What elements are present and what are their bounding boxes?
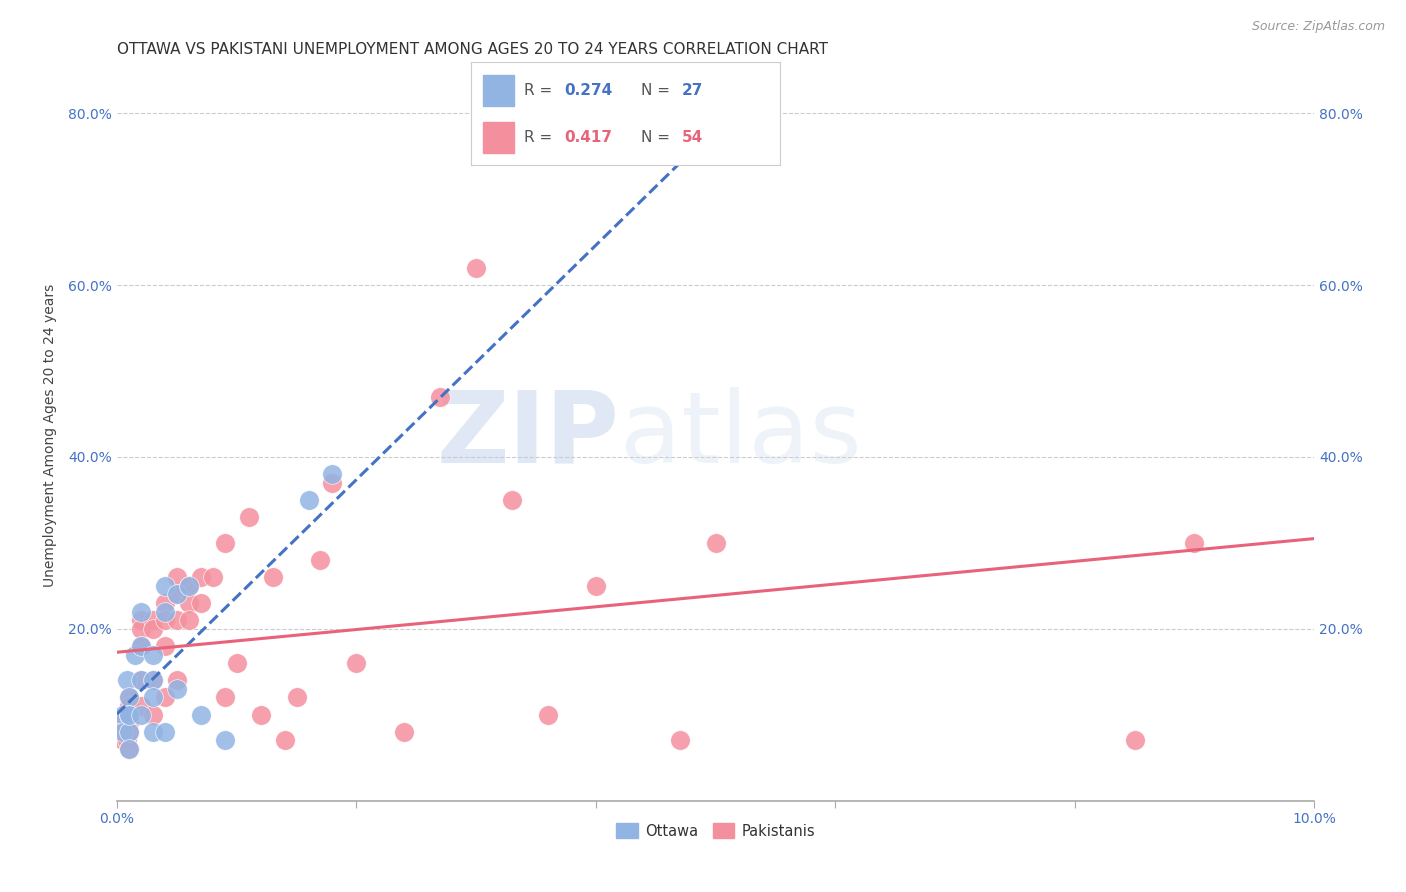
Point [142, 724, 165, 739]
Point [118, 707, 141, 722]
Text: atlas: atlas [620, 387, 862, 484]
Point [166, 587, 188, 601]
Point [166, 570, 188, 584]
Text: N =: N = [641, 83, 675, 97]
Text: Source: ZipAtlas.com: Source: ZipAtlas.com [1251, 20, 1385, 33]
Point [129, 699, 152, 714]
Text: 0.417: 0.417 [564, 130, 612, 145]
Text: ZIP: ZIP [437, 387, 620, 484]
Point [166, 681, 188, 696]
Point [177, 579, 200, 593]
Point [111, 707, 134, 722]
FancyBboxPatch shape [484, 122, 515, 153]
Point [110, 724, 132, 739]
Point [129, 622, 152, 636]
Point [177, 596, 200, 610]
Point [118, 716, 141, 731]
Point [262, 570, 284, 584]
Point [1184, 536, 1206, 550]
Point [118, 742, 141, 756]
FancyBboxPatch shape [484, 75, 515, 105]
Point [129, 673, 152, 688]
Point [153, 579, 176, 593]
Point [111, 716, 134, 731]
Point [190, 707, 212, 722]
Point [585, 579, 607, 593]
Point [118, 690, 141, 705]
Point [129, 605, 152, 619]
Point [129, 639, 152, 653]
Point [115, 733, 138, 747]
Point [153, 690, 176, 705]
Point [142, 648, 165, 662]
Point [190, 596, 212, 610]
Point [142, 613, 165, 627]
Point [129, 613, 152, 627]
Legend: Ottawa, Pakistanis: Ottawa, Pakistanis [610, 817, 821, 845]
Point [214, 536, 236, 550]
Point [190, 570, 212, 584]
Point [285, 690, 308, 705]
Point [177, 579, 200, 593]
Point [118, 742, 141, 756]
Point [129, 707, 152, 722]
Point [166, 587, 188, 601]
Point [344, 656, 367, 670]
Point [153, 613, 176, 627]
Text: OTTAWA VS PAKISTANI UNEMPLOYMENT AMONG AGES 20 TO 24 YEARS CORRELATION CHART: OTTAWA VS PAKISTANI UNEMPLOYMENT AMONG A… [117, 42, 828, 57]
Point [118, 707, 141, 722]
Text: R =: R = [523, 83, 557, 97]
Point [118, 724, 141, 739]
Point [153, 605, 176, 619]
Text: 54: 54 [682, 130, 703, 145]
Text: R =: R = [523, 130, 557, 145]
Point [129, 639, 152, 653]
Point [297, 492, 319, 507]
Point [668, 733, 690, 747]
Point [238, 510, 260, 524]
Point [124, 648, 146, 662]
Point [118, 707, 141, 722]
Point [201, 570, 224, 584]
Point [214, 733, 236, 747]
Point [273, 733, 295, 747]
Point [394, 724, 416, 739]
Text: N =: N = [641, 130, 675, 145]
Point [111, 733, 134, 747]
Point [115, 673, 138, 688]
Point [118, 690, 141, 705]
Point [704, 536, 727, 550]
Point [501, 492, 523, 507]
Point [153, 596, 176, 610]
Y-axis label: Unemployment Among Ages 20 to 24 years: Unemployment Among Ages 20 to 24 years [44, 284, 58, 587]
Point [111, 724, 134, 739]
Point [153, 639, 176, 653]
Point [118, 699, 141, 714]
Point [321, 467, 343, 482]
Point [249, 707, 271, 722]
Point [537, 707, 560, 722]
Point [118, 724, 141, 739]
Point [225, 656, 247, 670]
Text: 27: 27 [682, 83, 703, 97]
Point [153, 724, 176, 739]
Point [129, 673, 152, 688]
Point [166, 673, 188, 688]
Point [1123, 733, 1146, 747]
Point [142, 673, 165, 688]
Point [142, 707, 165, 722]
Point [142, 622, 165, 636]
Text: 0.274: 0.274 [564, 83, 612, 97]
Point [142, 673, 165, 688]
Point [214, 690, 236, 705]
Point [309, 553, 332, 567]
Point [142, 690, 165, 705]
Point [177, 613, 200, 627]
Point [321, 475, 343, 490]
Point [465, 260, 488, 275]
Point [166, 613, 188, 627]
Point [429, 390, 451, 404]
